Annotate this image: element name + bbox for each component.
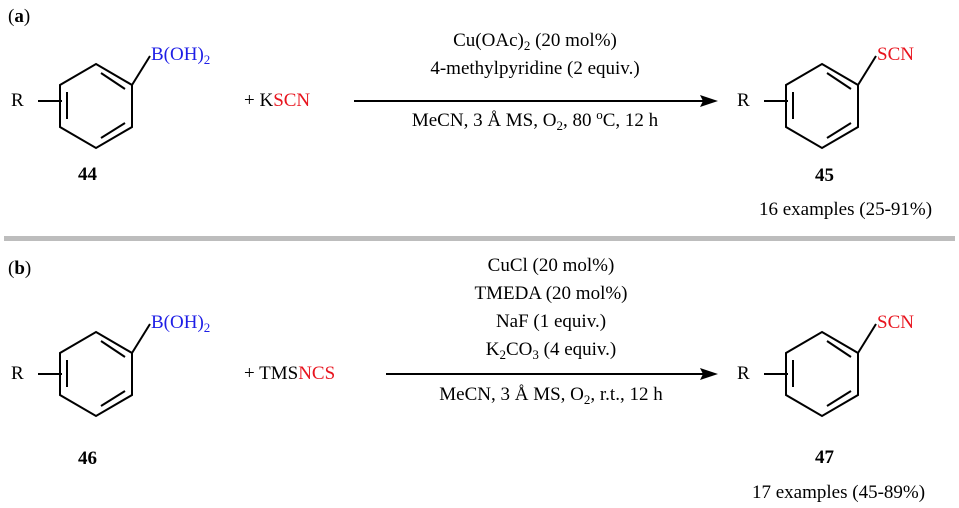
panel-a-label: (a) — [8, 6, 31, 27]
reagent-tmsncs: + TMSNCS — [244, 363, 336, 384]
ring-inner-bond — [100, 122, 126, 139]
condition-solvent-temp: MeCN, 3 Å MS, O2, 80 oC, 12 h — [411, 107, 659, 133]
ring-inner-bond — [100, 72, 126, 90]
ring-inner-bond — [826, 72, 852, 90]
scn-bond — [857, 55, 877, 86]
compound-number-45: 45 — [815, 165, 834, 186]
condition-catalyst: Cu(OAc)2 (20 mol%) — [453, 30, 617, 53]
condition-base-b: K2CO3 (4 equiv.) — [485, 339, 617, 362]
panel-divider — [4, 236, 955, 241]
compound-number-44: 44 — [78, 164, 97, 185]
condition-solvent-temp-b: MeCN, 3 Å MS, O2, r.t., 12 h — [439, 384, 663, 407]
ring-inner-bond — [100, 340, 126, 358]
examples-a: 16 examples (25-91%) — [759, 199, 933, 220]
reactant-44-boronic-acid: B(OH)2 — [151, 44, 211, 67]
product-45-r-group: R — [737, 90, 750, 111]
panel-b-label: (b) — [8, 258, 32, 279]
reagent-kscn: + KSCN — [244, 90, 311, 111]
condition-ligand-b: TMEDA (20 mol%) — [474, 283, 628, 304]
reactant-44-benzene-ring — [38, 55, 151, 150]
reactant-46-r-group: R — [11, 363, 24, 384]
ring-inner-bond — [826, 340, 852, 358]
ring-outline — [785, 330, 859, 418]
panel-a-letter: a — [14, 6, 24, 27]
compound-number-47: 47 — [815, 447, 834, 468]
reaction-arrow-a — [354, 95, 718, 107]
condition-ligand: 4-methylpyridine (2 equiv.) — [430, 58, 640, 79]
condition-catalyst-b: CuCl (20 mol%) — [487, 255, 615, 276]
product-45-benzene-ring — [764, 55, 877, 150]
product-47-r-group: R — [737, 363, 750, 384]
condition-additive-b: NaF (1 equiv.) — [495, 311, 607, 332]
ring-inner-bond — [826, 390, 852, 407]
reactant-44-r-group: R — [11, 90, 24, 111]
product-47-thiocyanate: SCN — [877, 312, 914, 333]
reactant-46-boronic-acid: B(OH)2 — [151, 312, 211, 335]
product-45-thiocyanate: SCN — [877, 44, 914, 65]
boron-bond — [131, 323, 151, 354]
examples-b: 17 examples (45-89%) — [752, 482, 926, 503]
boron-bond — [131, 55, 151, 86]
scn-bond — [857, 323, 877, 354]
ring-inner-bond — [826, 122, 852, 139]
compound-number-46: 46 — [78, 448, 97, 469]
ring-inner-bond — [100, 390, 126, 407]
panel-b-letter: b — [14, 258, 25, 279]
